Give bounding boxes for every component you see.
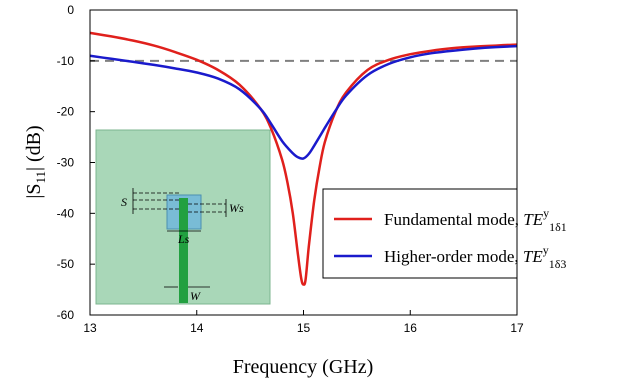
- inset-label-s: S: [121, 195, 127, 209]
- axis-ticks: 13 14 15 16 17 0 -10 -20 -30 -40 -50 -60: [57, 3, 524, 335]
- legend-text-higher-order: Higher-order mode,: [384, 247, 523, 266]
- legend-sub-higher-order: 1δ3: [549, 257, 567, 271]
- y-tick-label: -50: [57, 257, 75, 271]
- y-axis-title-sub: 11: [33, 171, 48, 184]
- legend-sup-fundamental: y: [543, 206, 549, 220]
- series-fundamental-mode: [89, 31, 518, 286]
- legend-mode-higher-order: TE: [523, 247, 543, 266]
- x-axis-title: Frequency (GHz): [233, 356, 374, 378]
- inset-label-ls: Ls: [177, 232, 190, 246]
- legend-label-higher-order: Higher-order mode, TEy1δ3: [384, 243, 566, 271]
- inset-label-w: W: [190, 289, 201, 303]
- y-tick-label: 0: [67, 3, 74, 17]
- y-axis-title: |S11| (dB): [23, 125, 48, 198]
- legend-label-fundamental: Fundamental mode, TEy1δ1: [384, 206, 567, 234]
- x-tick-label: 16: [404, 321, 418, 335]
- x-tick-label: 17: [510, 321, 524, 335]
- y-tick-label: -30: [57, 156, 75, 170]
- x-tick-label: 14: [190, 321, 204, 335]
- legend-mode-fundamental: TE: [523, 210, 543, 229]
- legend-text-fundamental: Fundamental mode,: [384, 210, 523, 229]
- legend: Fundamental mode, TEy1δ1 Higher-order mo…: [322, 188, 567, 279]
- series-layer: [89, 31, 518, 286]
- legend-sup-higher-order: y: [543, 243, 549, 257]
- legend-sub-fundamental: 1δ1: [549, 220, 567, 234]
- y-axis-title-prefix: |S: [23, 184, 45, 199]
- y-axis-title-suffix: | (dB): [23, 125, 45, 171]
- inset-feedline: [179, 198, 188, 303]
- x-tick-label: 15: [297, 321, 311, 335]
- inset-label-ws: Ws: [229, 201, 244, 215]
- y-tick-label: -40: [57, 206, 75, 220]
- y-tick-label: -10: [57, 54, 75, 68]
- x-tick-label: 13: [83, 321, 97, 335]
- y-tick-label: -60: [57, 308, 75, 322]
- antenna-inset: S Ws Ls W: [95, 129, 271, 305]
- series-higher-order-mode: [89, 44, 518, 160]
- y-tick-label: -20: [57, 105, 75, 119]
- legend-box: [322, 188, 518, 279]
